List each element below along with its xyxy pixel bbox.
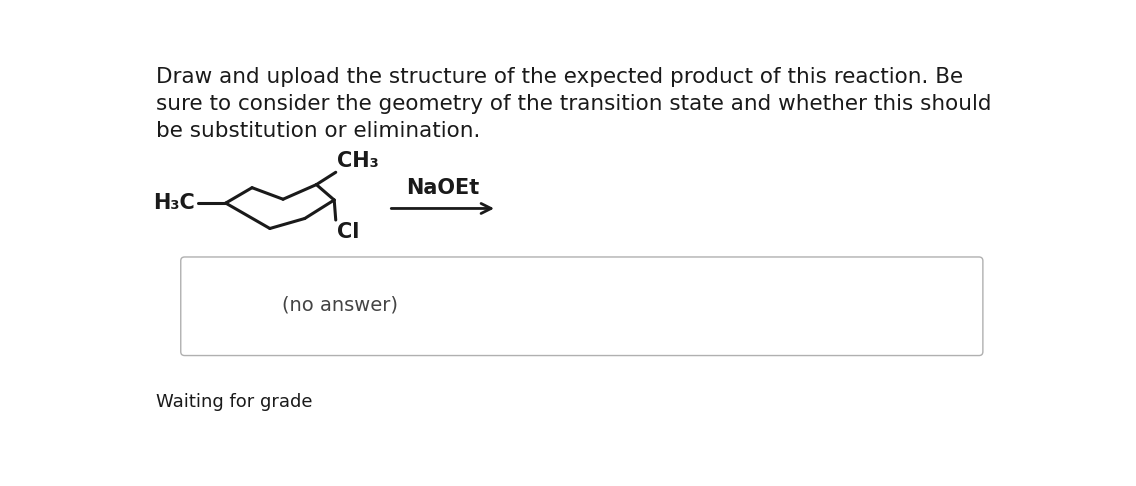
Text: Draw and upload the structure of the expected product of this reaction. Be
sure : Draw and upload the structure of the exp… [156, 67, 992, 141]
Text: H₃C: H₃C [153, 193, 194, 213]
Text: NaOEt: NaOEt [406, 178, 479, 198]
Text: Cl: Cl [337, 222, 360, 243]
Text: CH₃: CH₃ [337, 151, 379, 171]
Text: Waiting for grade: Waiting for grade [156, 393, 312, 411]
FancyBboxPatch shape [181, 257, 983, 356]
Text: (no answer): (no answer) [282, 296, 398, 315]
